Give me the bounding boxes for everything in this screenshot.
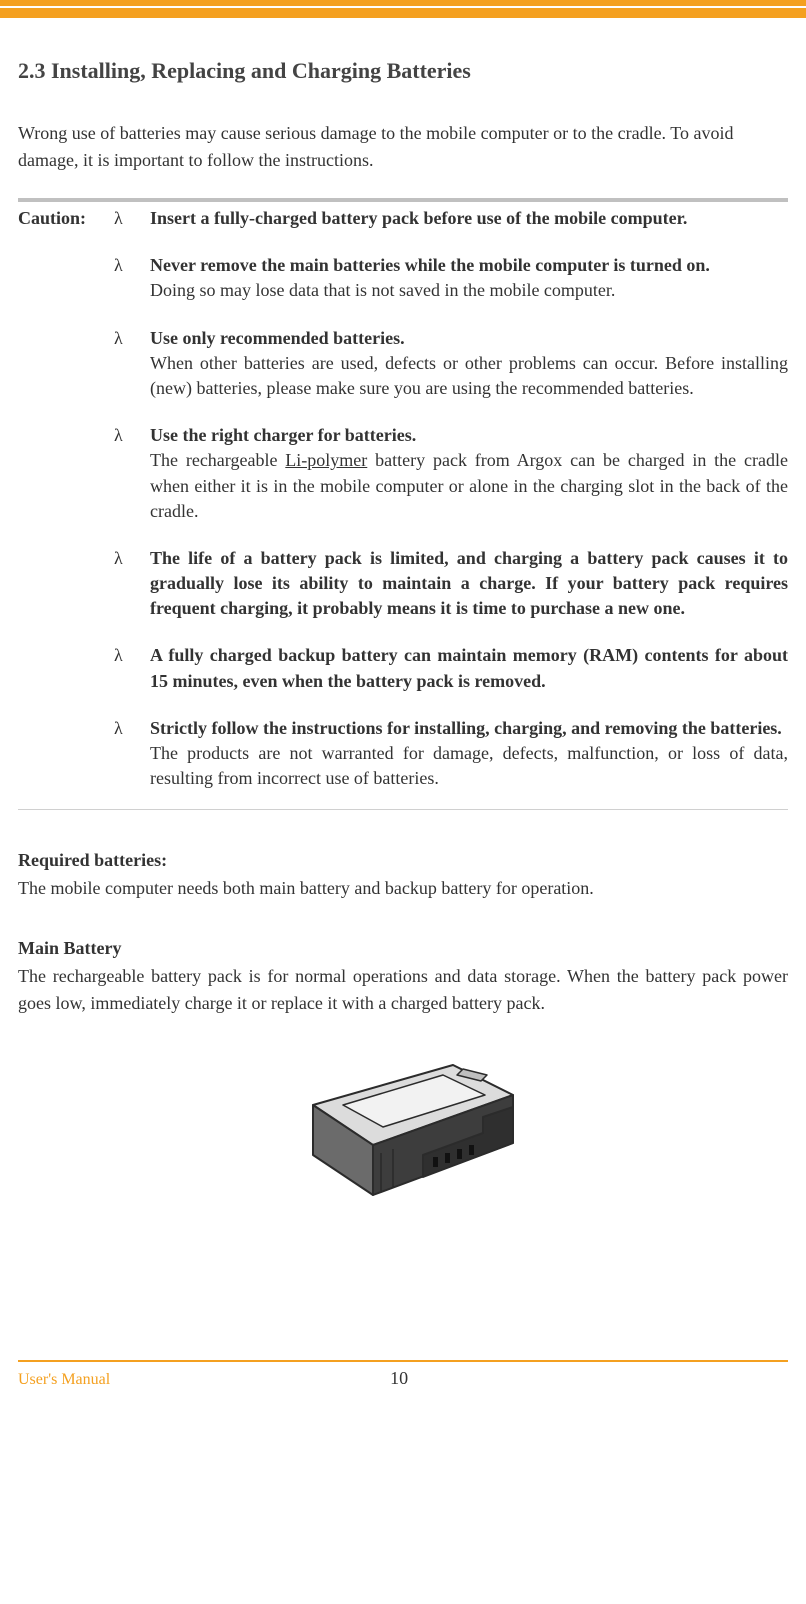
caution-list: λ Insert a fully-charged battery pack be… — [114, 206, 788, 791]
lambda-bullet: λ — [114, 423, 150, 524]
caution-bold: A fully charged backup battery can maint… — [150, 645, 788, 690]
caution-underline: Li-polymer — [285, 450, 367, 470]
caution-item: λ A fully charged backup battery can mai… — [114, 643, 788, 693]
top-stripe — [0, 0, 806, 6]
required-text: The mobile computer needs both main batt… — [18, 875, 788, 902]
caution-normal: The products are not warranted for damag… — [150, 743, 788, 788]
page-content: 2.3 Installing, Replacing and Charging B… — [0, 18, 806, 1360]
main-battery-text: The rechargeable battery pack is for nor… — [18, 963, 788, 1017]
section-heading: 2.3 Installing, Replacing and Charging B… — [18, 58, 788, 84]
required-heading: Required batteries: — [18, 850, 788, 871]
caution-bold: Never remove the main batteries while th… — [150, 255, 710, 275]
lambda-bullet: λ — [114, 716, 150, 792]
caution-normal: Doing so may lose data that is not saved… — [150, 280, 615, 300]
caution-item: λ Strictly follow the instructions for i… — [114, 716, 788, 792]
caution-item: λ Insert a fully-charged battery pack be… — [114, 206, 788, 231]
lambda-bullet: λ — [114, 326, 150, 402]
lambda-bullet: λ — [114, 546, 150, 622]
caution-item: λ Never remove the main batteries while … — [114, 253, 788, 303]
lambda-bullet: λ — [114, 253, 150, 303]
caution-normal-pre: The rechargeable — [150, 450, 285, 470]
battery-illustration — [18, 1033, 788, 1340]
caution-block: Caution: λ Insert a fully-charged batter… — [18, 206, 788, 810]
caution-label: Caution: — [18, 206, 114, 229]
battery-svg — [273, 1045, 533, 1215]
lambda-bullet: λ — [114, 643, 150, 693]
caution-item: λ Use the right charger for batteries. T… — [114, 423, 788, 524]
caution-bold: Insert a fully-charged battery pack befo… — [150, 208, 687, 228]
caution-bold: Strictly follow the instructions for ins… — [150, 718, 782, 738]
lambda-bullet: λ — [114, 206, 150, 231]
caution-bold: Use the right charger for batteries. — [150, 425, 416, 445]
top-stripe-thick — [0, 8, 806, 18]
caution-item: λ Use only recommended batteries. When o… — [114, 326, 788, 402]
caution-bold: Use only recommended batteries. — [150, 328, 405, 348]
caution-bold: The life of a battery pack is limited, a… — [150, 548, 788, 618]
footer-page-number: 10 — [10, 1368, 788, 1389]
intro-paragraph: Wrong use of batteries may cause serious… — [18, 120, 788, 174]
caution-divider — [18, 198, 788, 202]
footer: User's Manual 10 — [0, 1362, 806, 1409]
caution-normal: When other batteries are used, defects o… — [150, 353, 788, 398]
main-battery-heading: Main Battery — [18, 938, 788, 959]
caution-item: λ The life of a battery pack is limited,… — [114, 546, 788, 622]
